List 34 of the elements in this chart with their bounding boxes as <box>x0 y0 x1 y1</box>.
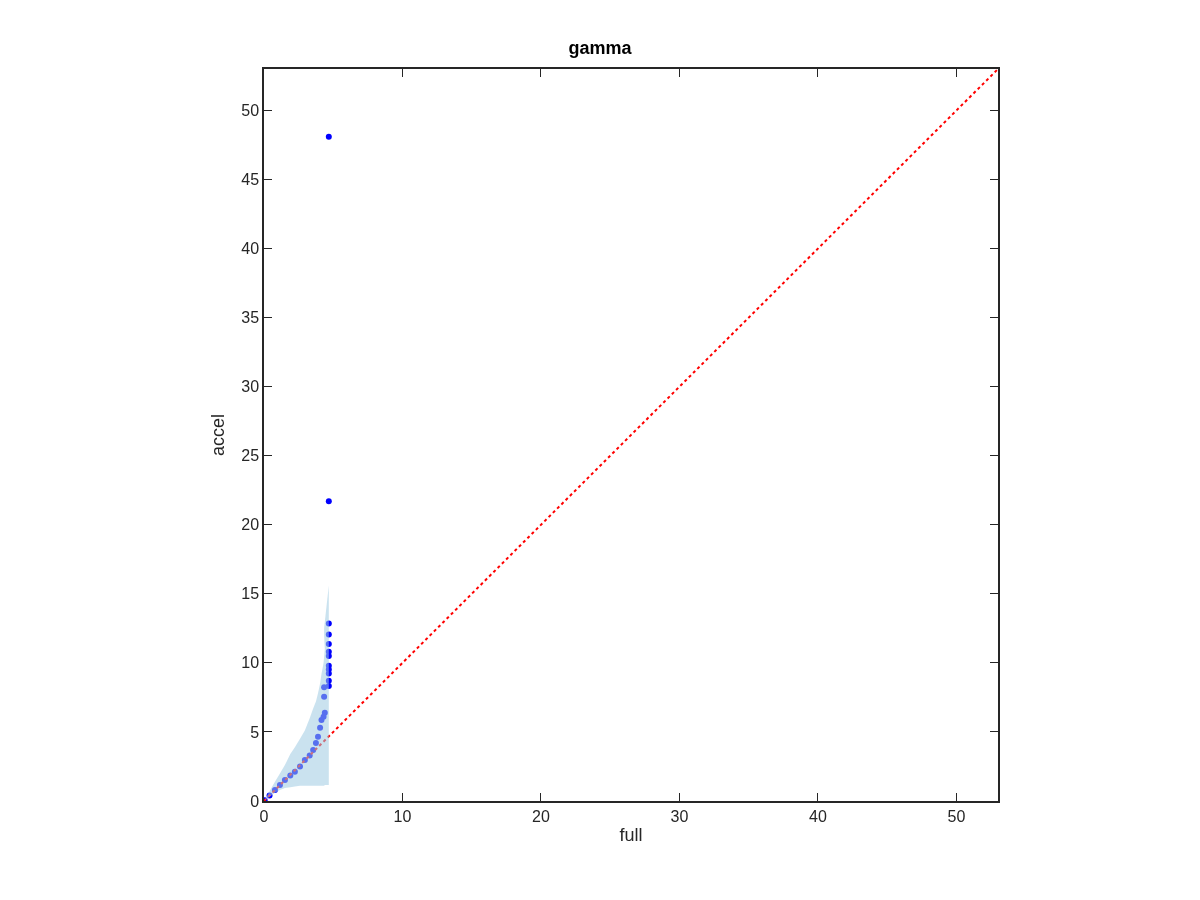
y-tick-label: 50 <box>241 102 260 120</box>
point <box>321 709 328 716</box>
point <box>321 684 328 691</box>
point <box>325 683 332 690</box>
y-tick-label: 0 <box>250 792 260 810</box>
x-tick-label: 40 <box>809 807 827 825</box>
point <box>325 133 332 140</box>
y-tick-label: 30 <box>241 378 260 396</box>
y-tick-label: 45 <box>241 171 260 189</box>
y-axis-title: accel <box>207 413 228 457</box>
y-tick-label: 25 <box>241 447 260 465</box>
point <box>325 641 332 648</box>
point <box>325 662 332 669</box>
point <box>325 498 332 505</box>
y-tick-label: 5 <box>250 723 260 741</box>
x-tick-label: 10 <box>393 807 412 825</box>
y-tick-label: 40 <box>241 240 260 258</box>
point <box>315 733 322 740</box>
point <box>325 677 332 684</box>
y-tick-label: 10 <box>241 654 260 672</box>
x-tick-label: 50 <box>947 807 966 825</box>
x-axis-title: full <box>619 824 643 845</box>
point <box>317 724 324 731</box>
y-tick-label: 20 <box>241 516 260 534</box>
y-tick-label: 15 <box>241 585 260 603</box>
x-tick-label: 20 <box>532 807 550 825</box>
x-tick-label: 30 <box>670 807 689 825</box>
chart-title: gamma <box>568 38 633 58</box>
point <box>312 739 319 746</box>
point <box>321 693 328 700</box>
point <box>325 631 332 638</box>
point <box>325 620 332 627</box>
point <box>325 648 332 655</box>
y-tick-label: 35 <box>241 309 260 327</box>
